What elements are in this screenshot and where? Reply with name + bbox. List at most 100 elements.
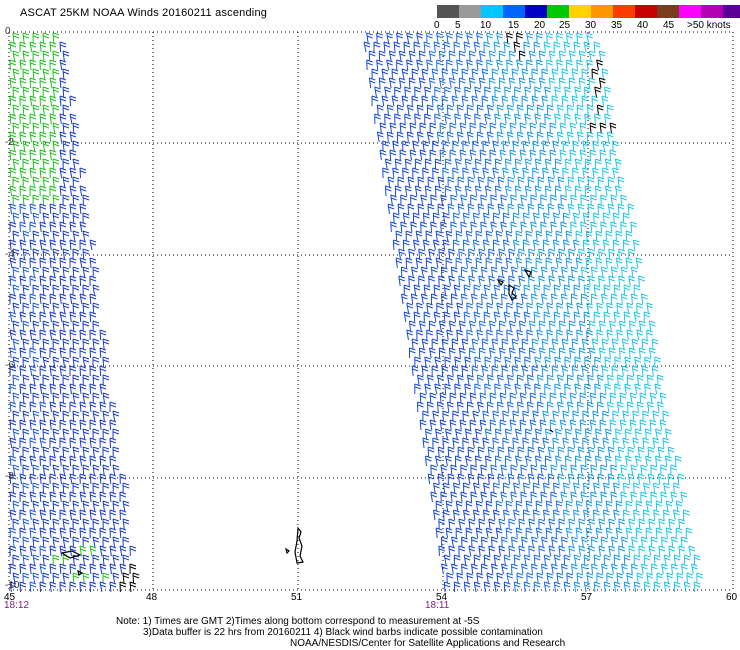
wind-barb [555,230,563,242]
wind-barb [22,482,30,494]
wind-barb [439,149,447,161]
wind-barb [636,401,644,413]
wind-barb [501,536,508,548]
wind-barb [633,482,640,494]
wind-barb [616,401,624,413]
wind-barb [469,392,477,404]
wind-barb [453,311,461,323]
wind-barb [32,392,40,404]
wind-barb [522,410,529,422]
wind-barb [421,68,429,80]
wind-barb [557,176,565,188]
wind-barb [622,212,630,224]
legend-label: 25 [559,20,571,31]
wind-barb [625,527,633,539]
wind-barb [598,518,606,530]
wind-barb [62,140,70,152]
wind-barb [629,419,637,431]
wind-barb [22,176,30,188]
wind-barb [565,257,573,269]
wind-barb [82,446,90,458]
legend-swatch [569,5,591,18]
wind-barb [479,419,487,431]
wind-barb [52,554,60,566]
wind-barb [42,68,50,80]
wind-barb [497,203,505,215]
wind-barb [604,356,611,368]
wind-barb [470,221,477,233]
wind-barb [9,275,17,287]
wind-barb [494,428,502,440]
wind-barb [421,365,429,377]
wind-barb [633,284,641,296]
wind-barb [466,104,474,116]
wind-barb [483,509,490,521]
wind-barb [521,536,528,548]
wind-barb [12,68,20,80]
wind-barb [29,203,37,215]
wind-barb [529,122,537,134]
wind-barb [513,554,521,566]
wind-barb [366,59,373,71]
wind-barb [29,329,37,341]
wind-barb [32,32,40,44]
wind-barb [29,365,37,377]
wind-barb [19,275,27,287]
wind-barb [590,491,598,503]
wind-barb [655,500,663,512]
wind-barb [538,50,546,62]
wind-barb [598,248,605,260]
wind-barb [49,113,57,125]
wind-barb [439,419,447,431]
wind-barb [446,32,453,44]
wind-barb [551,365,559,377]
wind-barb [9,167,17,179]
wind-barb [507,176,515,188]
wind-barb [49,203,57,215]
wind-barb [42,284,50,296]
wind-barb [476,401,484,413]
legend-swatch [525,5,547,18]
wind-barb [553,509,560,521]
wind-barb [545,527,553,539]
wind-barb [599,419,607,431]
wind-barb [563,482,570,494]
wind-barb [459,122,467,134]
wind-barb [49,545,57,557]
wind-barb [594,113,601,125]
wind-barb [466,401,474,413]
wind-barb [79,239,87,251]
wind-barb [82,572,90,584]
wind-barb [603,482,610,494]
wind-barb [504,86,511,98]
wind-barb [635,455,642,467]
wind-barb [419,149,427,161]
wind-barb [577,446,585,458]
wind-barb [597,473,605,485]
legend-swatch [481,5,503,18]
wind-barb [79,419,87,431]
wind-barb [608,275,615,287]
wind-barb [69,113,77,125]
map-title: ASCAT 25KM NOAA Winds 20160211 ascending [20,7,268,19]
wind-barb [651,536,658,548]
wind-barb [390,221,397,233]
wind-barb [530,266,538,278]
wind-barb [583,311,591,323]
wind-barb [453,554,461,566]
wind-barb [500,266,508,278]
wind-barb [410,221,417,233]
wind-barb [591,68,599,80]
wind-barb [449,122,457,134]
wind-barb [52,212,60,224]
wind-barb [42,266,50,278]
wind-barb [39,563,47,575]
wind-barb [451,563,458,575]
wind-barb [72,536,80,548]
wind-barb [511,68,519,80]
wind-barb [422,167,429,179]
wind-barb [42,536,50,548]
wind-barb [436,401,444,413]
wind-barb [466,329,473,341]
wind-barb [488,545,496,557]
